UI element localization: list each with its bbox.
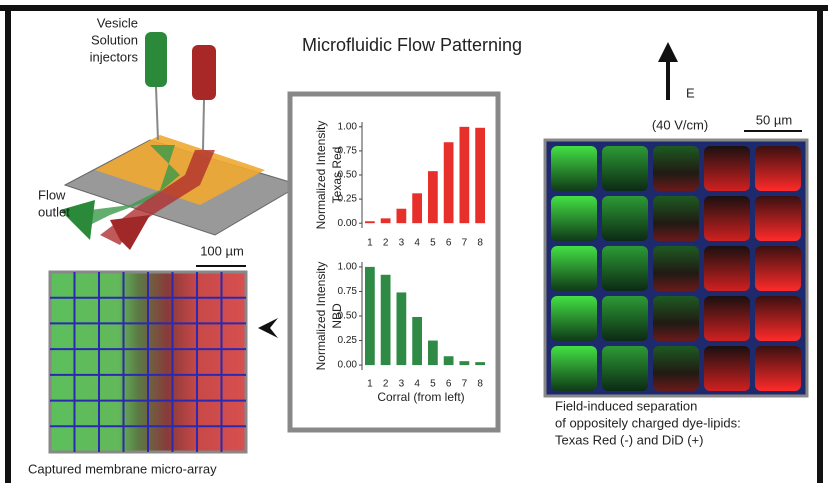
cell [551,196,597,241]
cell [755,346,801,391]
y-tick-label: 0.00 [338,360,358,371]
cell [653,246,699,291]
bar [396,209,406,223]
outlet-label: Flow [38,187,66,202]
figure: Microfluidic Flow Patterning Vesicle Sol… [0,0,828,483]
y-tick-label: 0.75 [338,286,358,297]
bar [396,292,406,365]
x-tick-label: 8 [477,379,483,390]
x-axis-label: Corral (from left) [377,390,464,404]
outlet-label: outlet [38,204,70,219]
x-tick-label: 3 [399,238,405,249]
cell [602,296,648,341]
bar [381,275,391,365]
arrow [258,318,278,338]
scale-label: 50 µm [756,112,792,127]
x-tick-label: 7 [462,238,468,249]
y-tick-label: 0.25 [338,335,358,346]
y-axis-label: NBD [330,303,344,329]
cell [551,296,597,341]
cell [755,146,801,191]
cell [653,346,699,391]
cell [602,196,648,241]
y-axis-label: Texas Red [330,147,344,204]
bar [412,317,422,365]
bar [428,171,438,223]
field-arrowhead [658,42,678,62]
x-tick-label: 8 [477,238,483,249]
frame-top [0,5,828,11]
injector-label: Vesicle [97,15,138,30]
y-tick-label: 1.00 [338,121,358,132]
x-tick-label: 1 [367,379,373,390]
field-symbol: E [686,85,695,100]
cell [551,346,597,391]
cell [602,146,648,191]
bar [475,362,485,365]
cell [653,146,699,191]
frame-left [5,5,11,483]
x-tick-label: 1 [367,238,373,249]
cell [704,196,750,241]
bar [459,361,469,365]
bar [381,218,391,223]
cell [755,196,801,241]
caption: Texas Red (-) and DiD (+) [555,432,703,447]
x-tick-label: 7 [462,379,468,390]
cell [704,296,750,341]
bar [412,193,422,223]
x-tick-label: 6 [446,238,452,249]
cell [602,346,648,391]
y-axis-label: Normalized Intensity [314,121,328,230]
cell [551,246,597,291]
bar [444,356,454,365]
cell [755,296,801,341]
x-tick-label: 6 [446,379,452,390]
device [60,32,300,250]
caption: Captured membrane micro-array [28,461,217,476]
caption: of oppositely charged dye-lipids: [555,415,741,430]
bar [444,142,454,223]
cell [704,146,750,191]
y-tick-label: 0.00 [338,218,358,229]
cell [704,246,750,291]
caption: Field-induced separation [555,398,697,413]
x-tick-label: 4 [414,238,420,249]
x-tick-label: 4 [414,379,420,390]
title: Microfluidic Flow Patterning [302,35,522,55]
x-tick-label: 5 [430,238,436,249]
bar [365,221,375,223]
cell [755,246,801,291]
injector-label: Solution [91,32,138,47]
scale-label: 100 µm [200,243,244,258]
bar [428,341,438,366]
x-tick-label: 3 [399,379,405,390]
cell [704,346,750,391]
cell [653,296,699,341]
bar [475,128,485,223]
y-axis-label: Normalized Intensity [314,262,328,371]
x-tick-label: 2 [383,379,389,390]
cell [551,146,597,191]
x-tick-label: 5 [430,379,436,390]
separation-cells [551,146,801,391]
cell [653,196,699,241]
cell [602,246,648,291]
x-tick-label: 2 [383,238,389,249]
frame-right [817,5,823,483]
injector-label: injectors [90,49,139,64]
y-tick-label: 1.00 [338,262,358,273]
bar [459,127,469,223]
bar [365,267,375,365]
field-strength: (40 V/cm) [652,117,708,132]
